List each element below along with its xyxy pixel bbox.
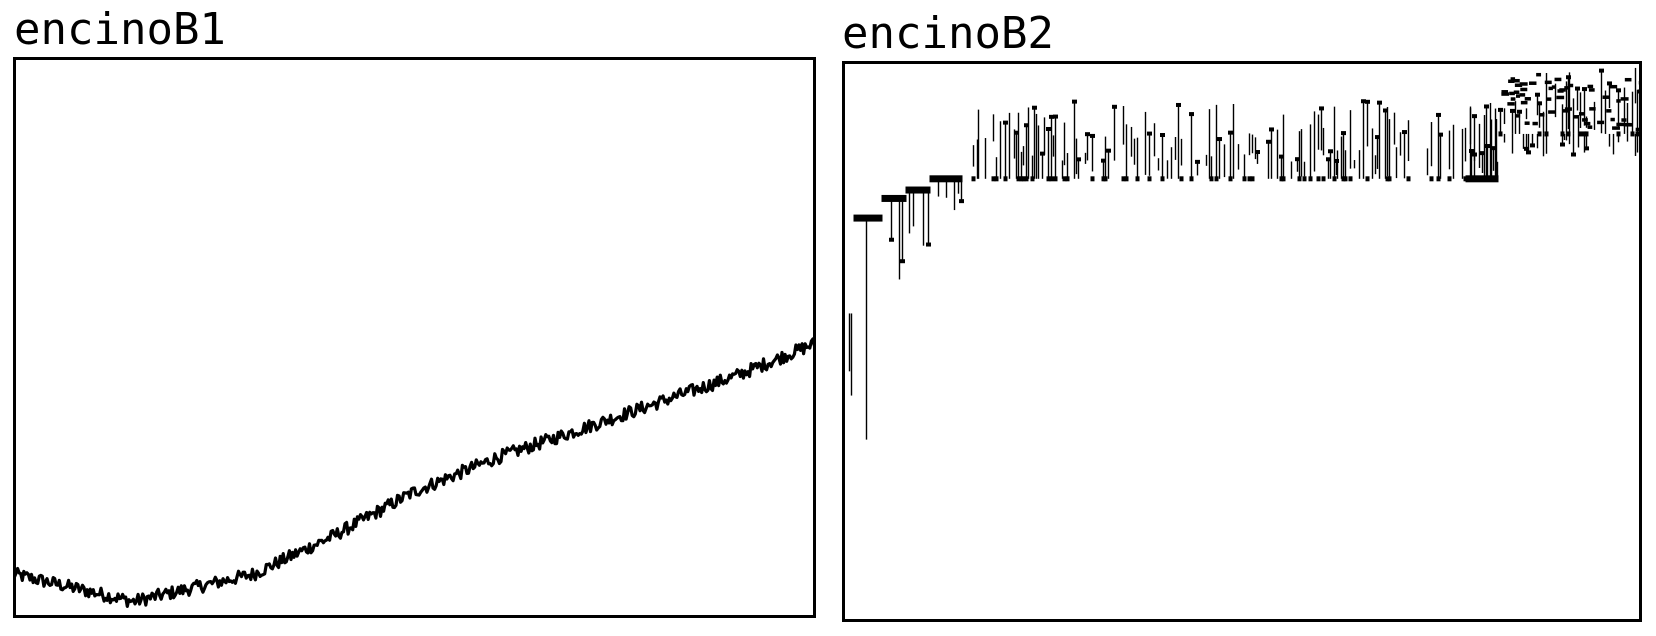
step-bar-3 — [905, 186, 931, 194]
chart-encinoB2 — [842, 61, 1642, 622]
step-bar-1 — [853, 214, 883, 222]
chart-encinoB1 — [13, 57, 816, 618]
plot-frame — [842, 61, 1642, 622]
step-bar-2 — [881, 194, 907, 202]
series-line — [13, 337, 816, 608]
panel-title-encinoB1: encinoB1 — [14, 4, 226, 55]
step-bar-6 — [1465, 175, 1499, 183]
plot-frame — [13, 57, 816, 618]
panel-title-encinoB2: encinoB2 — [842, 8, 1054, 59]
series-spikes — [848, 67, 1642, 440]
